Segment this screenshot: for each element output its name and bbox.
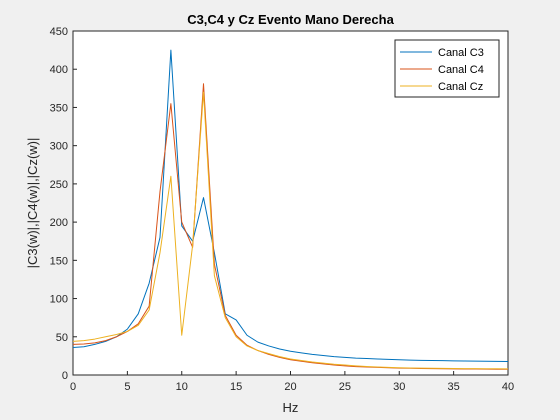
x-tick-label: 40 — [502, 381, 514, 393]
x-tick-label: 35 — [448, 381, 460, 393]
x-tick-label: 0 — [70, 381, 76, 393]
x-tick-label: 15 — [230, 381, 242, 393]
legend-entry-label: Canal C4 — [438, 64, 484, 76]
legend-entry-label: Canal C3 — [438, 47, 484, 59]
y-tick-label: 100 — [50, 294, 68, 306]
y-tick-label: 150 — [50, 255, 68, 267]
y-tick-label: 350 — [50, 102, 68, 114]
y-tick-label: 250 — [50, 179, 68, 191]
y-tick-label: 400 — [50, 64, 68, 76]
chart-title: C3,C4 y Cz Evento Mano Derecha — [187, 12, 394, 27]
x-tick-label: 25 — [339, 381, 351, 393]
y-axis-label: |C3(w)|,|C4(w)|,|Cz(w)| — [25, 138, 40, 269]
legend-entry-label: Canal Cz — [438, 81, 483, 93]
y-tick-label: 450 — [50, 26, 68, 38]
legend: Canal C3 Canal C4 Canal Cz — [395, 40, 499, 97]
x-tick-label: 5 — [124, 381, 130, 393]
y-tick-label: 0 — [62, 370, 68, 382]
y-tick-label: 300 — [50, 141, 68, 153]
x-tick-label: 30 — [393, 381, 405, 393]
y-tick-label: 50 — [56, 332, 68, 344]
y-tick-label: 200 — [50, 217, 68, 229]
x-tick-label: 10 — [176, 381, 188, 393]
x-tick-label: 20 — [284, 381, 296, 393]
x-axis-label: Hz — [283, 400, 299, 415]
